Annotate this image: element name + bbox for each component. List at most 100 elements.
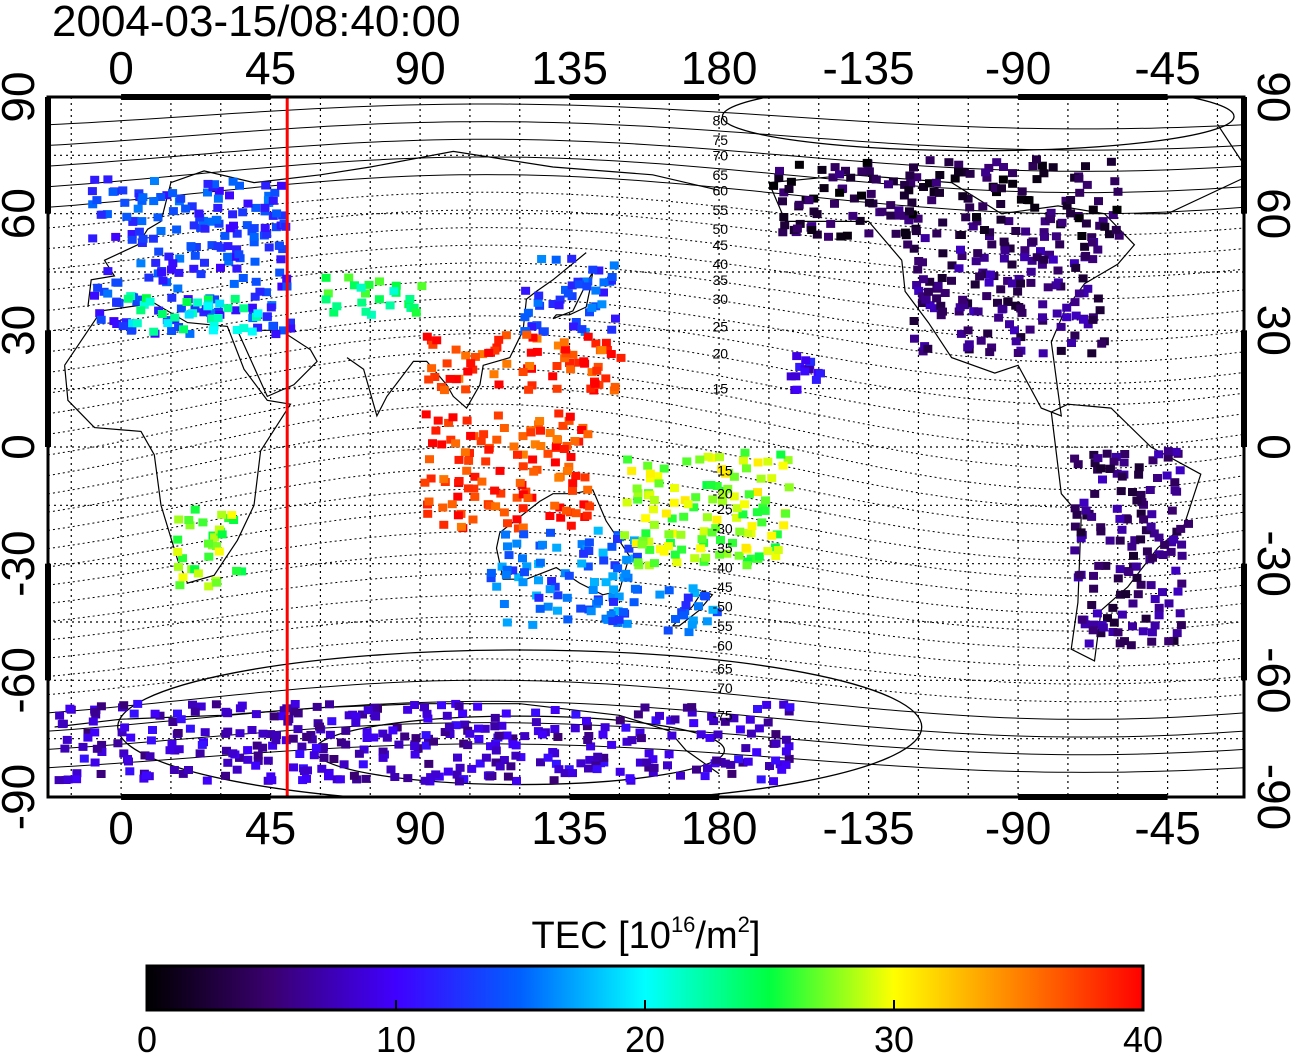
tec-cell [672,558,682,567]
tec-cell [1128,488,1137,496]
tec-cell [437,440,447,449]
tec-cell [1110,177,1120,186]
right-lat-tick-label: 90 [1248,71,1292,122]
tec-cell [593,526,603,535]
tec-cell [528,333,538,342]
tec-cell [1074,571,1084,580]
tec-cell [185,521,195,530]
tec-cell [700,772,710,781]
tec-cell [1109,618,1119,627]
tec-cell [817,165,827,174]
tec-cell [1158,588,1167,597]
tec-cell [631,539,641,548]
tec-cell [90,728,100,737]
tec-cell [1007,260,1017,269]
tec-cell [767,474,777,483]
tec-cell [655,711,664,720]
tec-cell [1115,514,1125,523]
tec-cell [508,566,518,575]
tec-cell [181,204,191,213]
tec-cell [607,542,617,551]
tec-cell [776,450,786,459]
tec-cell [208,326,218,335]
tec-cell [169,766,179,774]
edge-bar [1241,97,1247,214]
tec-cell [593,752,603,761]
tec-cell [264,191,274,200]
tec-cell [228,210,238,219]
tec-cell [429,737,438,746]
mlat-label: 20 [712,346,728,362]
tec-cell [79,754,89,763]
tec-cell [385,301,395,310]
tec-cell [806,357,816,366]
coastline [672,590,714,627]
tec-cell [1175,466,1185,475]
tec-cell [103,289,113,298]
edge-bar [45,330,51,447]
tec-cell [1056,346,1066,355]
tec-cell [570,724,580,733]
tec-cell [374,295,384,304]
mlat-label: -55 [712,618,732,634]
tec-cell [877,207,887,216]
edge-bar [45,97,51,214]
tec-cell [728,538,737,547]
tec-cell [864,229,874,238]
tec-cell [568,350,578,359]
tec-cell [777,765,787,774]
tec-cell [87,187,97,196]
tec-cell [239,304,249,313]
mlat-label: -40 [712,560,732,576]
tec-cell [134,227,144,236]
tec-cell [1169,535,1179,544]
colorbar-tick-label: 20 [625,1019,665,1057]
tec-cell [640,703,650,712]
mlat-contour [48,368,1244,448]
tec-cell [938,307,947,316]
tec-cell [410,750,420,759]
tec-cell [676,530,686,539]
tec-cell [669,498,679,507]
tec-cell [622,619,632,628]
tec-cell [1126,641,1136,650]
tec-cell [497,562,507,571]
tec-cell [452,770,462,779]
tec-cell [1166,547,1176,556]
tec-cell [485,501,495,510]
tec-cell [466,359,476,368]
tec-cell [580,473,590,482]
tec-cell [792,352,802,361]
tec-cell [1133,590,1143,599]
tec-cell [474,724,483,733]
tec-cell [554,765,564,774]
tec-cell [699,527,709,536]
tec-cell [136,306,146,315]
tec-cell [309,751,319,760]
tec-cell [563,289,573,298]
tec-cell [975,272,985,281]
tec-cell [648,505,658,514]
tec-cell [563,615,573,624]
tec-cell [423,714,433,723]
left-lat-tick-label: -60 [0,647,44,713]
tec-cell [1145,486,1155,494]
tec-cell [203,188,212,197]
tec-cell [659,464,669,473]
tec-cell [884,180,893,189]
tec-cell [386,765,396,774]
tec-cell [119,701,129,710]
tec-cell [848,211,858,220]
tec-cell [522,330,532,339]
tec-cell [773,546,783,554]
tec-cell [794,160,804,169]
tec-cell [720,759,730,768]
tec-cell [679,512,689,521]
tec-cell [579,500,589,509]
tec-cell [197,740,207,749]
tec-cell [772,530,782,539]
mlat-label: 55 [712,202,728,218]
tec-cell [1171,566,1181,575]
tec-cell [214,547,224,556]
tec-cell [247,726,257,734]
